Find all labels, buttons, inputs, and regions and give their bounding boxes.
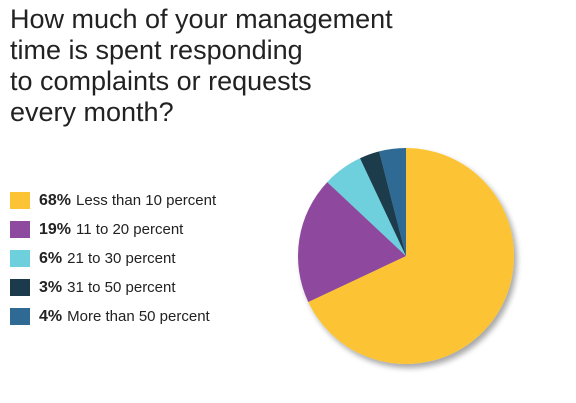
pie-slice: [298, 182, 406, 302]
title-line: to complaints or requests: [10, 66, 312, 96]
legend-item: 4% More than 50 percent: [10, 302, 280, 331]
legend-label: Less than 10 percent: [76, 192, 217, 209]
legend-percent: 6%: [39, 249, 63, 267]
legend-label: 11 to 20 percent: [76, 221, 184, 238]
legend-percent: 3%: [39, 278, 63, 296]
legend-item: 3% 31 to 50 percent: [10, 273, 280, 302]
pie-slices: [298, 148, 515, 364]
legend-swatch: [10, 308, 30, 325]
legend-label: 21 to 30 percent: [67, 250, 176, 267]
legend: 68% Less than 10 percent 19% 11 to 20 pe…: [10, 186, 280, 331]
legend-swatch: [10, 279, 30, 296]
legend-item: 68% Less than 10 percent: [10, 186, 280, 215]
legend-percent: 4%: [39, 307, 63, 325]
legend-item: 19% 11 to 20 percent: [10, 215, 280, 244]
legend-swatch: [10, 221, 30, 238]
legend-label: 31 to 50 percent: [67, 279, 176, 296]
legend-percent: 68%: [39, 191, 72, 209]
title-line: How much of your management: [10, 4, 393, 34]
pie-chart: [298, 148, 515, 364]
pie-slice: [379, 148, 406, 256]
title-line: time is spent responding: [10, 35, 303, 65]
legend-percent: 19%: [39, 220, 72, 238]
pie-slice: [327, 158, 406, 256]
pie-slice: [308, 148, 515, 364]
legend-label: More than 50 percent: [67, 308, 210, 325]
legend-item: 6% 21 to 30 percent: [10, 244, 280, 273]
pie-slice: [360, 151, 406, 256]
legend-swatch: [10, 192, 30, 209]
legend-swatch: [10, 250, 30, 267]
title-line: every month?: [10, 97, 174, 127]
chart-title: How much of your management time is spen…: [10, 4, 410, 128]
